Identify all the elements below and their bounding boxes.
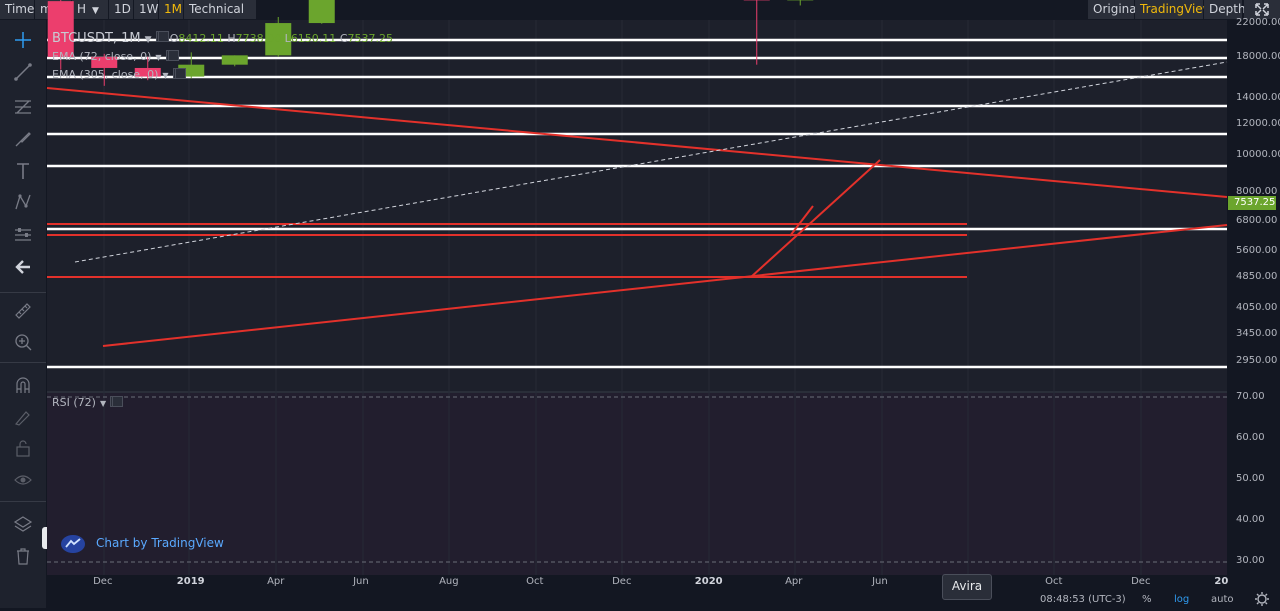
caret-down-icon: ▼ [145,35,152,45]
descending-trend-line [47,88,1227,197]
time-tick-label: Dec [612,576,631,587]
price-tick-label: 5600.00 [1236,245,1277,256]
price-axis[interactable] [1228,20,1280,575]
high-value: 7738.00 [236,32,282,45]
hide-icon[interactable] [158,31,169,42]
time-tick-label: Oct [1045,576,1062,587]
time-tick-label: 2019 [177,576,205,587]
tooltip: Avira [942,574,992,600]
close-icon[interactable] [112,396,123,407]
high-label: H [227,32,235,45]
caret-down-icon: ▼ [100,399,106,408]
ema-72-legend[interactable]: EMA (72, close, 0) ▼ [52,50,166,63]
time-tick-label: Jun [353,576,369,587]
time-tick-label: Apr [267,576,284,587]
time-tick-label: Dec [93,576,112,587]
price-tick-label: 14000.00 [1236,92,1280,103]
open-value: 8412.11 [178,32,224,45]
close-label: C [340,32,348,45]
rsi-tick-label: 30.00 [1236,555,1265,566]
time-tick-label: Dec [1131,576,1150,587]
tooltip-label: Avira [943,579,991,593]
close-icon[interactable] [168,50,179,61]
rsi-tick-label: 60.00 [1236,432,1265,443]
caret-down-icon: ▼ [155,53,161,62]
price-tick-label: 10000.00 [1236,149,1280,160]
tradingview-watermark[interactable]: Chart by TradingView [60,532,224,554]
low-value: 6150.11 [291,32,337,45]
candle-body [309,0,335,23]
caret-down-icon: ▼ [162,71,168,80]
auto-scale-button[interactable]: auto [1211,594,1234,605]
price-tick-label: 18000.00 [1236,51,1280,62]
ema-305-legend[interactable]: EMA (305, close, 0) ▼ [52,68,173,81]
price-tick-label: 12000.00 [1236,118,1280,129]
close-icon[interactable] [175,68,186,79]
percent-scale-button[interactable]: % [1142,594,1152,605]
price-tick-label: 4850.00 [1236,271,1277,282]
time-tick-label: Oct [526,576,543,587]
rsi-tick-label: 40.00 [1236,514,1265,525]
current-price-label: 7537.25 [1234,196,1275,210]
current-price-badge: 7537.25 [1228,196,1276,210]
ema-72-label: EMA (72, close, 0) [52,50,151,63]
price-tick-label: 3450.00 [1236,328,1277,339]
log-scale-button[interactable]: log [1174,594,1189,605]
rsi-label: RSI (72) [52,396,96,409]
grid [104,20,1141,575]
symbol-legend[interactable]: BTCUSDT, 1M ▼ O8412.11 H7738.00 L6150.11 … [52,31,393,46]
time-tick-label: Apr [785,576,802,587]
clock-label: 08:48:53 (UTC-3) [1040,594,1126,605]
trend-lines [47,62,1227,346]
price-tick-label: 6800.00 [1236,215,1277,226]
ascending-trend-line [103,225,1227,346]
time-tick-label: Jun [872,576,888,587]
candle-body [222,55,248,64]
projection-line [751,160,880,277]
candle-body [48,1,74,57]
rsi-levels [47,397,1227,562]
rsi-tick-label: 50.00 [1236,473,1265,484]
rsi-legend[interactable]: RSI (72) ▼ [52,396,110,409]
ohlc-values: O8412.11 H7738.00 L6150.11 C7537.25 [170,32,393,45]
price-tick-label: 22000.00 [1236,17,1280,28]
horizontal-levels [47,0,1227,367]
watermark-label: Chart by TradingView [96,536,224,550]
time-tick-label: 2020 [695,576,723,587]
price-tick-label: 2950.00 [1236,355,1277,366]
gear-icon [1253,591,1271,607]
symbol-name: BTCUSDT, 1M [52,31,141,46]
cloud-logo-icon [60,532,86,554]
chart-settings-button[interactable] [1253,591,1271,607]
price-tick-label: 4050.00 [1236,302,1277,313]
close-value: 7537.25 [348,32,394,45]
time-tick-label: 20 [1214,576,1228,587]
time-tick-label: Aug [439,576,459,587]
rsi-tick-label: 70.00 [1236,391,1265,402]
ema-305-label: EMA (305, close, 0) [52,68,158,81]
